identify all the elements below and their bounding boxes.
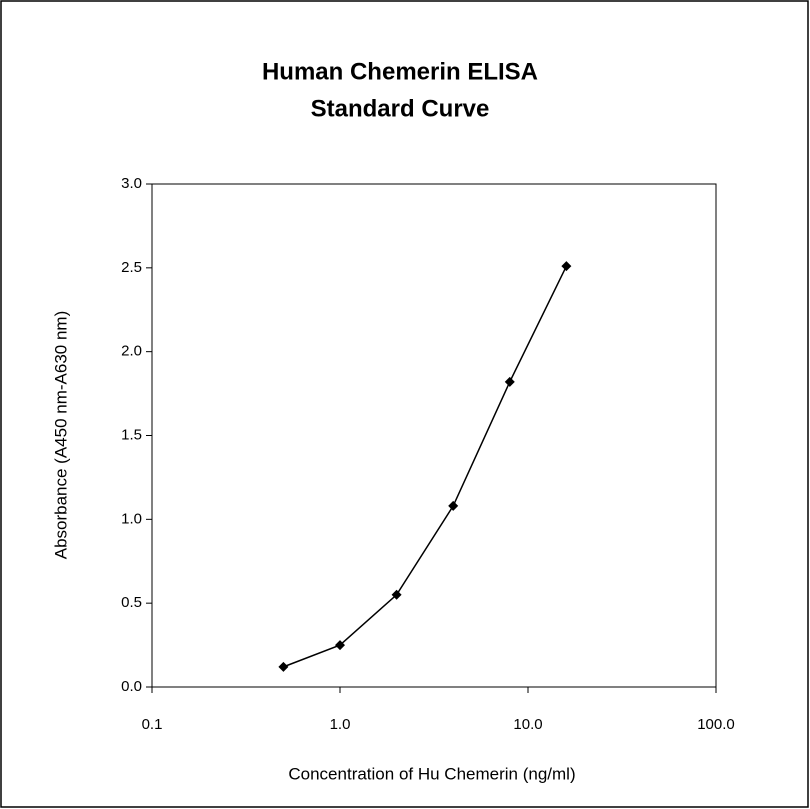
data-point	[335, 640, 345, 651]
y-axis-label: Absorbance (A450 nm-A630 nm)	[51, 311, 70, 560]
x-tick-label: 1.0	[330, 716, 351, 733]
data-point	[278, 661, 289, 672]
x-tick-label: 10.0	[513, 716, 542, 733]
y-tick-label: 0.5	[121, 594, 142, 611]
y-tick-label: 0.0	[121, 678, 142, 695]
y-tick-label: 1.5	[121, 426, 142, 443]
x-tick-label: 100.0	[697, 716, 735, 733]
data-point	[561, 261, 572, 272]
x-axis-label: Concentration of Hu Chemerin (ng/ml)	[288, 764, 575, 783]
chart-title: Standard Curve	[311, 95, 490, 122]
data-point	[448, 500, 459, 511]
y-tick-label: 1.0	[121, 510, 142, 527]
data-point	[391, 589, 402, 600]
y-tick-label: 2.0	[121, 343, 142, 360]
data-line	[283, 265, 568, 668]
y-tick-label: 2.5	[121, 259, 142, 276]
y-tick-label: 3.0	[121, 175, 142, 192]
chart-title: Human Chemerin ELISA	[262, 58, 538, 85]
data-point	[504, 376, 515, 387]
x-tick-label: 0.1	[142, 716, 163, 733]
